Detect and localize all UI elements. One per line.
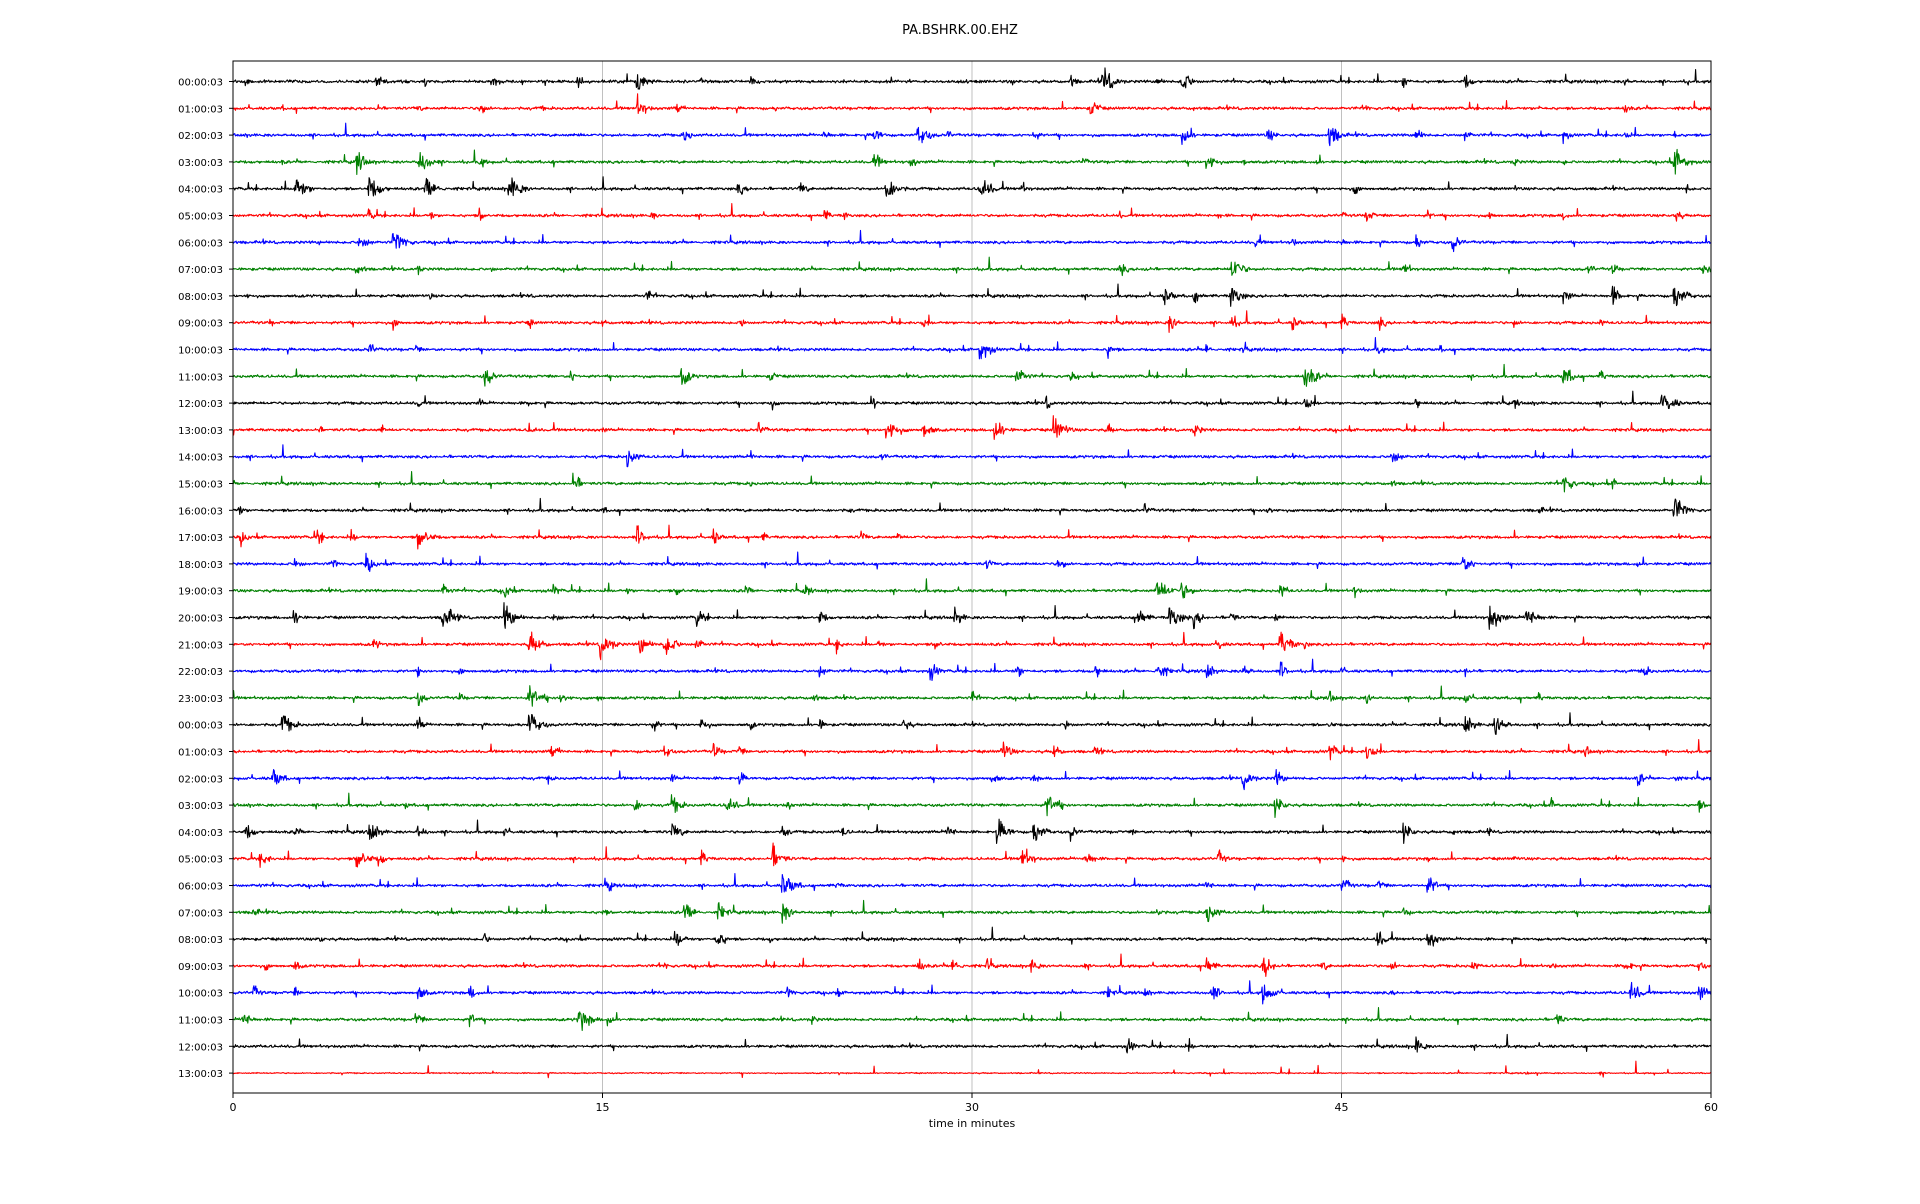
seismic-trace [232, 792, 1712, 819]
row-time-label: 10:00:03 [178, 346, 223, 357]
seismic-trace [232, 256, 1712, 277]
seismic-trace [232, 148, 1712, 176]
row-time-label: 05:00:03 [178, 855, 223, 866]
seismic-trace [232, 471, 1712, 493]
seismic-trace [232, 337, 1712, 360]
row-time-label: 03:00:03 [178, 801, 223, 812]
row-time-label: 17:00:03 [178, 533, 223, 544]
row-time-label: 19:00:03 [178, 587, 223, 598]
row-time-label: 01:00:03 [178, 748, 223, 759]
seismic-trace [232, 310, 1712, 333]
row-time-label: 03:00:03 [178, 158, 223, 169]
seismic-trace [232, 497, 1712, 517]
row-time-label: 20:00:03 [178, 614, 223, 625]
seismic-trace [232, 415, 1712, 440]
chart-title: PA.BSHRK.00.EHZ [902, 23, 1018, 38]
seismic-trace [232, 818, 1712, 845]
seismic-trace [232, 712, 1712, 735]
seismic-trace [232, 953, 1712, 977]
seismic-trace [232, 229, 1712, 253]
x-tick-label: 60 [1704, 1101, 1718, 1114]
row-time-label: 15:00:03 [178, 480, 223, 491]
seismic-trace [232, 578, 1712, 599]
seismic-trace [232, 980, 1712, 1005]
seismic-trace [232, 1033, 1712, 1054]
row-time-label: 06:00:03 [178, 882, 223, 893]
x-tick-label: 30 [965, 1101, 979, 1114]
row-time-label: 14:00:03 [178, 453, 223, 464]
x-axis-label: time in minutes [929, 1117, 1016, 1130]
seismic-trace [232, 926, 1712, 947]
row-time-label: 09:00:03 [178, 319, 223, 330]
row-time-label: 00:00:03 [178, 721, 223, 732]
seismic-trace [232, 444, 1712, 468]
row-time-label: 12:00:03 [178, 1042, 223, 1053]
seismic-trace [232, 524, 1712, 550]
row-time-label: 21:00:03 [178, 640, 223, 651]
row-time-label: 08:00:03 [178, 292, 223, 303]
seismic-trace [232, 1007, 1712, 1032]
seismic-trace [232, 658, 1712, 682]
row-time-label: 18:00:03 [178, 560, 223, 571]
row-time-label: 13:00:03 [178, 426, 223, 437]
seismic-trace [232, 602, 1712, 630]
row-time-label: 12:00:03 [178, 399, 223, 410]
seismic-trace [232, 283, 1712, 307]
row-time-label: 23:00:03 [178, 694, 223, 705]
x-tick-label: 15 [596, 1101, 610, 1114]
row-time-label: 07:00:03 [178, 908, 223, 919]
x-tick-label: 0 [230, 1101, 237, 1114]
row-time-label: 06:00:03 [178, 238, 223, 249]
row-time-label: 09:00:03 [178, 962, 223, 973]
seismic-trace [232, 176, 1712, 197]
row-time-label: 13:00:03 [178, 1069, 223, 1080]
seismic-trace [232, 842, 1712, 868]
seismic-trace [232, 873, 1712, 893]
seismic-trace [232, 631, 1712, 661]
seismic-trace [232, 203, 1712, 222]
row-time-label: 08:00:03 [178, 935, 223, 946]
row-time-label: 16:00:03 [178, 506, 223, 517]
seismic-trace [232, 739, 1712, 761]
seismic-trace [232, 390, 1712, 411]
row-time-label: 04:00:03 [178, 185, 223, 196]
row-time-label: 02:00:03 [178, 131, 223, 142]
seismic-trace [232, 93, 1712, 115]
seismic-trace [232, 551, 1712, 573]
seismic-trace [232, 768, 1712, 791]
x-tick-label: 45 [1335, 1101, 1349, 1114]
row-time-label: 05:00:03 [178, 212, 223, 223]
row-time-label: 07:00:03 [178, 265, 223, 276]
seismic-trace [232, 1060, 1712, 1079]
seismic-trace [232, 685, 1712, 707]
row-time-label: 10:00:03 [178, 989, 223, 1000]
row-time-label: 04:00:03 [178, 828, 223, 839]
row-time-label: 02:00:03 [178, 774, 223, 785]
row-time-label: 22:00:03 [178, 667, 223, 678]
row-time-label: 01:00:03 [178, 104, 223, 115]
seismic-trace [232, 67, 1712, 90]
row-time-label: 00:00:03 [178, 78, 223, 89]
row-time-label: 11:00:03 [178, 1016, 223, 1027]
seismic-trace [232, 363, 1712, 387]
seismic-trace [232, 899, 1712, 924]
row-time-label: 11:00:03 [178, 372, 223, 383]
seismic-trace [233, 122, 1712, 147]
